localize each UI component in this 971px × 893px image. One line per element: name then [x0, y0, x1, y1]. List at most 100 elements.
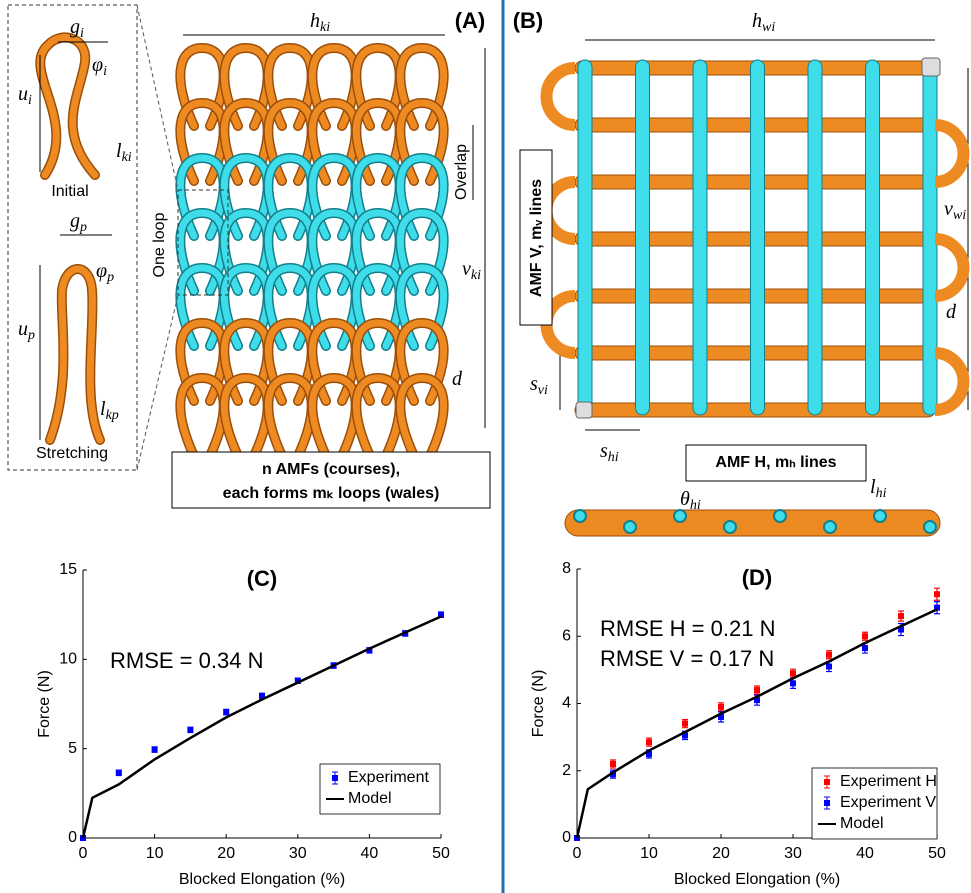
x-tick-label: 40: [361, 845, 379, 862]
box-text: n AMFs (courses),: [262, 461, 400, 478]
end-cap: [922, 58, 940, 76]
y-tick-label: 10: [59, 651, 77, 668]
fiber-v: [808, 60, 822, 415]
legend-swatch: [824, 800, 830, 806]
fiber: [180, 378, 223, 456]
annotation: RMSE V = 0.17 N: [600, 646, 774, 671]
cross-fiber: [874, 510, 886, 522]
data-point: [790, 670, 796, 676]
math-sub: kp: [106, 408, 119, 423]
math-label: svi: [530, 373, 548, 399]
x-axis-label: Blocked Elongation (%): [179, 871, 345, 888]
y-tick-label: 4: [562, 695, 571, 712]
math-label: ui: [18, 83, 32, 109]
math-sub: p: [27, 328, 35, 343]
data-point: [862, 633, 868, 639]
math-base: d: [452, 368, 463, 390]
math-label: gi: [70, 16, 84, 42]
data-point: [862, 645, 868, 651]
fiber-v: [751, 60, 765, 415]
fiber: [312, 378, 355, 456]
data-point: [826, 652, 832, 658]
y-tick-label: 8: [562, 560, 571, 577]
cross-fiber: [624, 521, 636, 533]
x-tick-label: 50: [928, 845, 946, 862]
caption: Overlap: [453, 144, 470, 200]
data-point: [790, 680, 796, 686]
caption: Initial: [51, 183, 88, 200]
x-tick-label: 0: [79, 845, 88, 862]
zoom-line: [137, 5, 178, 190]
math-base: v: [944, 198, 953, 220]
math-base: s: [600, 440, 608, 462]
figure: n AMFs (courses), each forms mₖ loops (w…: [0, 0, 971, 893]
data-point: [754, 687, 760, 693]
math-sub: hi: [690, 498, 701, 513]
math-base: h: [752, 10, 762, 32]
math-label: up: [18, 318, 35, 344]
math-label: vki: [462, 258, 481, 284]
legend-label: Model: [840, 815, 884, 832]
chart-title: (C): [247, 566, 278, 591]
math-sub: hi: [608, 450, 619, 465]
fiber-turn: [935, 239, 964, 296]
math-label: hwi: [752, 10, 775, 36]
math-base: φ: [96, 260, 107, 282]
math-sub: i: [28, 93, 32, 108]
annotation: RMSE = 0.34 N: [110, 648, 263, 673]
data-point: [610, 761, 616, 767]
legend-label: Experiment V: [840, 794, 936, 811]
legend-swatch: [824, 779, 830, 785]
caption: Stretching: [36, 445, 108, 462]
x-tick-label: 0: [573, 845, 582, 862]
fiber: [356, 378, 399, 456]
math-base: h: [310, 10, 320, 32]
fiber-v: [578, 60, 592, 415]
legend-label: Model: [348, 790, 392, 807]
math-sub: ki: [122, 150, 132, 165]
x-tick-label: 30: [289, 845, 307, 862]
math-base: θ: [680, 488, 690, 510]
math-label: φp: [96, 260, 114, 286]
math-base: g: [70, 210, 80, 232]
fiber-v: [693, 60, 707, 415]
panel-label: (A): [455, 8, 486, 33]
caption: One loop: [151, 212, 168, 277]
math-sub: wi: [953, 208, 966, 223]
data-point: [187, 727, 193, 733]
zoom-line: [137, 295, 178, 470]
math-sub: vi: [538, 383, 548, 398]
math-label: shi: [600, 440, 619, 466]
fiber: [40, 37, 95, 175]
cross-fiber: [924, 521, 936, 533]
data-point: [682, 721, 688, 727]
math-base: v: [462, 258, 471, 280]
x-tick-label: 20: [217, 845, 235, 862]
fiber: [224, 378, 267, 456]
fiber: [268, 378, 311, 456]
data-point: [223, 709, 229, 715]
x-axis-label: Blocked Elongation (%): [674, 871, 840, 888]
y-axis-label: Force (N): [530, 670, 547, 738]
data-point: [898, 613, 904, 619]
math-label: vwi: [944, 198, 966, 224]
math-label: lhi: [870, 476, 887, 502]
math-label: θhi: [680, 488, 701, 514]
data-point: [646, 739, 652, 745]
x-tick-label: 10: [146, 845, 164, 862]
math-sub: wi: [762, 20, 775, 35]
data-point: [116, 770, 122, 776]
y-tick-label: 5: [68, 740, 77, 757]
legend-label: Experiment: [348, 769, 429, 786]
cross-fiber: [774, 510, 786, 522]
math-base: g: [70, 16, 80, 38]
math-base: u: [18, 318, 28, 340]
data-point: [934, 591, 940, 597]
fiber-turn: [547, 68, 576, 125]
math-sub: hi: [876, 486, 887, 501]
box-text: AMF V, mᵥ lines: [528, 179, 545, 297]
math-sub: ki: [320, 20, 330, 35]
panel-label: (B): [513, 8, 544, 33]
y-tick-label: 0: [68, 829, 77, 846]
math-sub: i: [103, 64, 107, 79]
